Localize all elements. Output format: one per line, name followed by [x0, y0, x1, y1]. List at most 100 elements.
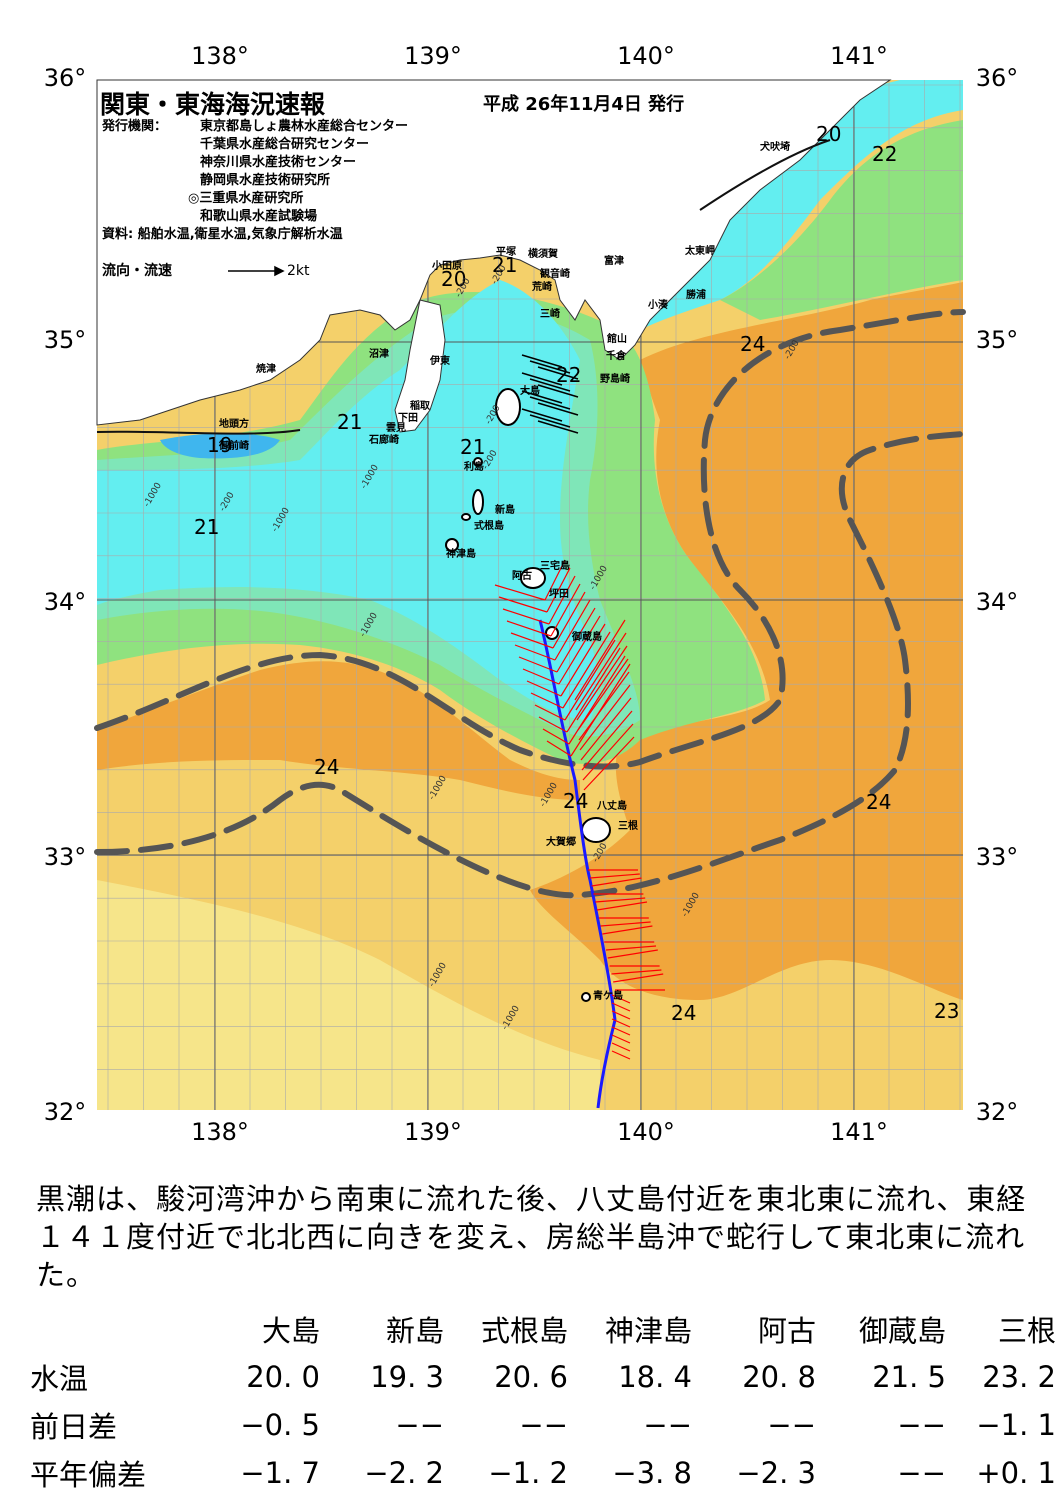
flow-vector: [537, 402, 579, 416]
table-cell: −−: [395, 1408, 444, 1442]
publisher-item: ◎三重県水産研究所: [188, 191, 304, 206]
island-hachijojima: [581, 817, 611, 843]
current-vector: [566, 647, 621, 733]
flow-vector: [529, 414, 571, 428]
isotherm-label: 22: [872, 142, 898, 166]
station-header: 神津島: [604, 1314, 692, 1348]
current-vector: [506, 620, 552, 637]
current-vectors: [494, 559, 665, 1060]
current-vector: [583, 736, 635, 791]
summary-text: 黒潮は、駿河湾沖から南東に流れた後、八丈島付近を東北東に流れ、東経１４１度付近で…: [36, 1182, 1027, 1292]
current-vectors-oshima: [521, 354, 579, 434]
table-cell: −−: [643, 1408, 692, 1442]
current-vector: [530, 692, 564, 709]
latitude-label: 32°: [975, 1098, 1019, 1126]
place-label: 石廊崎: [369, 435, 399, 446]
flow-vector: [537, 384, 579, 398]
place-label: 大賀郷: [546, 837, 576, 848]
current-vector: [578, 671, 630, 741]
place-label: 横須賀: [528, 249, 558, 260]
place-label: 利島: [464, 462, 484, 473]
flow-vector: [537, 420, 579, 434]
publisher-label: 発行機関：: [102, 119, 168, 134]
latitude-label: 35°: [975, 326, 1019, 354]
latitude-label: 35°: [43, 326, 87, 354]
current-vector: [546, 740, 572, 757]
publisher-item: 和歌山県水産試験場: [200, 209, 318, 224]
current-vector: [611, 1050, 631, 1060]
table-cell: 21. 5: [872, 1360, 946, 1394]
current-vector: [602, 925, 653, 935]
current-vector: [607, 949, 658, 959]
latitude-label: 33°: [975, 843, 1019, 871]
latitude-label: 32°: [43, 1098, 87, 1126]
station-header: 御蔵島: [858, 1314, 946, 1348]
current-vector: [522, 668, 560, 685]
current-vector: [589, 873, 640, 879]
table-row: 水温 20. 0 19. 3 20. 6 18. 4 20. 8 21. 5 23. 2: [30, 1353, 1056, 1401]
flow-vector: [529, 378, 571, 392]
table-cell: 20. 6: [494, 1360, 568, 1394]
place-label: 館山: [607, 334, 627, 345]
publisher-item: 神奈川県水産技術センター: [200, 155, 357, 170]
isotherm-label: 23: [934, 999, 960, 1023]
place-label: 観音崎: [540, 269, 570, 280]
table-cell: −1. 7: [240, 1456, 320, 1490]
table-row: 平年偏差 −1. 7 −2. 2 −1. 2 −3. 8 −2. 3 −− +0. 1: [30, 1449, 1056, 1497]
isotherm-label: 19: [207, 433, 233, 457]
table-row: 前日差 −0. 5 −− −− −− −− −− −1. 1: [30, 1401, 1056, 1449]
isotherm-label: 24: [740, 332, 766, 356]
place-label: 三根: [618, 821, 638, 832]
current-vector: [538, 716, 568, 733]
flow-legend-arrow: [228, 265, 285, 277]
flow-vector: [529, 360, 571, 374]
flow-vector: [521, 372, 563, 386]
flow-vector: [521, 390, 563, 404]
current-vector: [613, 973, 664, 983]
place-label: 荒崎: [532, 282, 552, 293]
flow-legend-label: 流向・流速: [102, 263, 172, 279]
island-aogashima: [581, 992, 591, 1002]
place-label: 大島: [520, 386, 540, 397]
place-label: 小田原: [432, 261, 462, 272]
longitude-label: 138°: [191, 42, 249, 70]
table-cell: −1. 1: [976, 1408, 1056, 1442]
current-vector: [514, 644, 556, 661]
current-vector: [560, 623, 606, 697]
place-label: 御前崎: [219, 441, 249, 452]
latitude-label: 36°: [975, 64, 1019, 92]
isotherm-20-line: [96, 139, 831, 435]
current-vector: [600, 921, 651, 927]
isotherm-label: 21: [194, 515, 220, 539]
flow-vector: [537, 366, 579, 380]
place-label: 坪田: [549, 589, 569, 600]
island-shikinejima: [461, 513, 471, 521]
flow-vector: [521, 408, 563, 422]
current-vector: [611, 1034, 631, 1044]
table-corner: [30, 1305, 200, 1353]
current-vector: [611, 994, 631, 1004]
station-header: 三根: [997, 1314, 1056, 1348]
temp-zone-22-ne: [720, 120, 963, 320]
land: [96, 79, 892, 433]
longitude-label: 141°: [830, 42, 888, 70]
place-label: 神津島: [446, 549, 476, 560]
publisher-item: 静岡県水産技術研究所: [200, 173, 331, 188]
current-vector: [534, 704, 566, 721]
latitude-label: 36°: [43, 64, 87, 92]
current-vector: [544, 559, 566, 601]
row-label: 前日差: [30, 1410, 118, 1444]
place-label: 雲見: [386, 423, 406, 434]
island-oshima: [495, 388, 521, 426]
place-label: 勝浦: [686, 290, 706, 301]
longitude-label: 139°: [404, 42, 462, 70]
current-vector: [591, 877, 642, 887]
table-cell: 20. 8: [742, 1360, 816, 1394]
isotherm-label: 24: [563, 789, 589, 813]
current-vector: [494, 584, 546, 601]
current-vector: [552, 591, 586, 649]
current-vector: [581, 710, 633, 771]
flow-legend-scale: 2kt: [287, 263, 310, 279]
isotherm-label: 20: [441, 267, 467, 291]
row-label: 水温: [30, 1362, 89, 1396]
